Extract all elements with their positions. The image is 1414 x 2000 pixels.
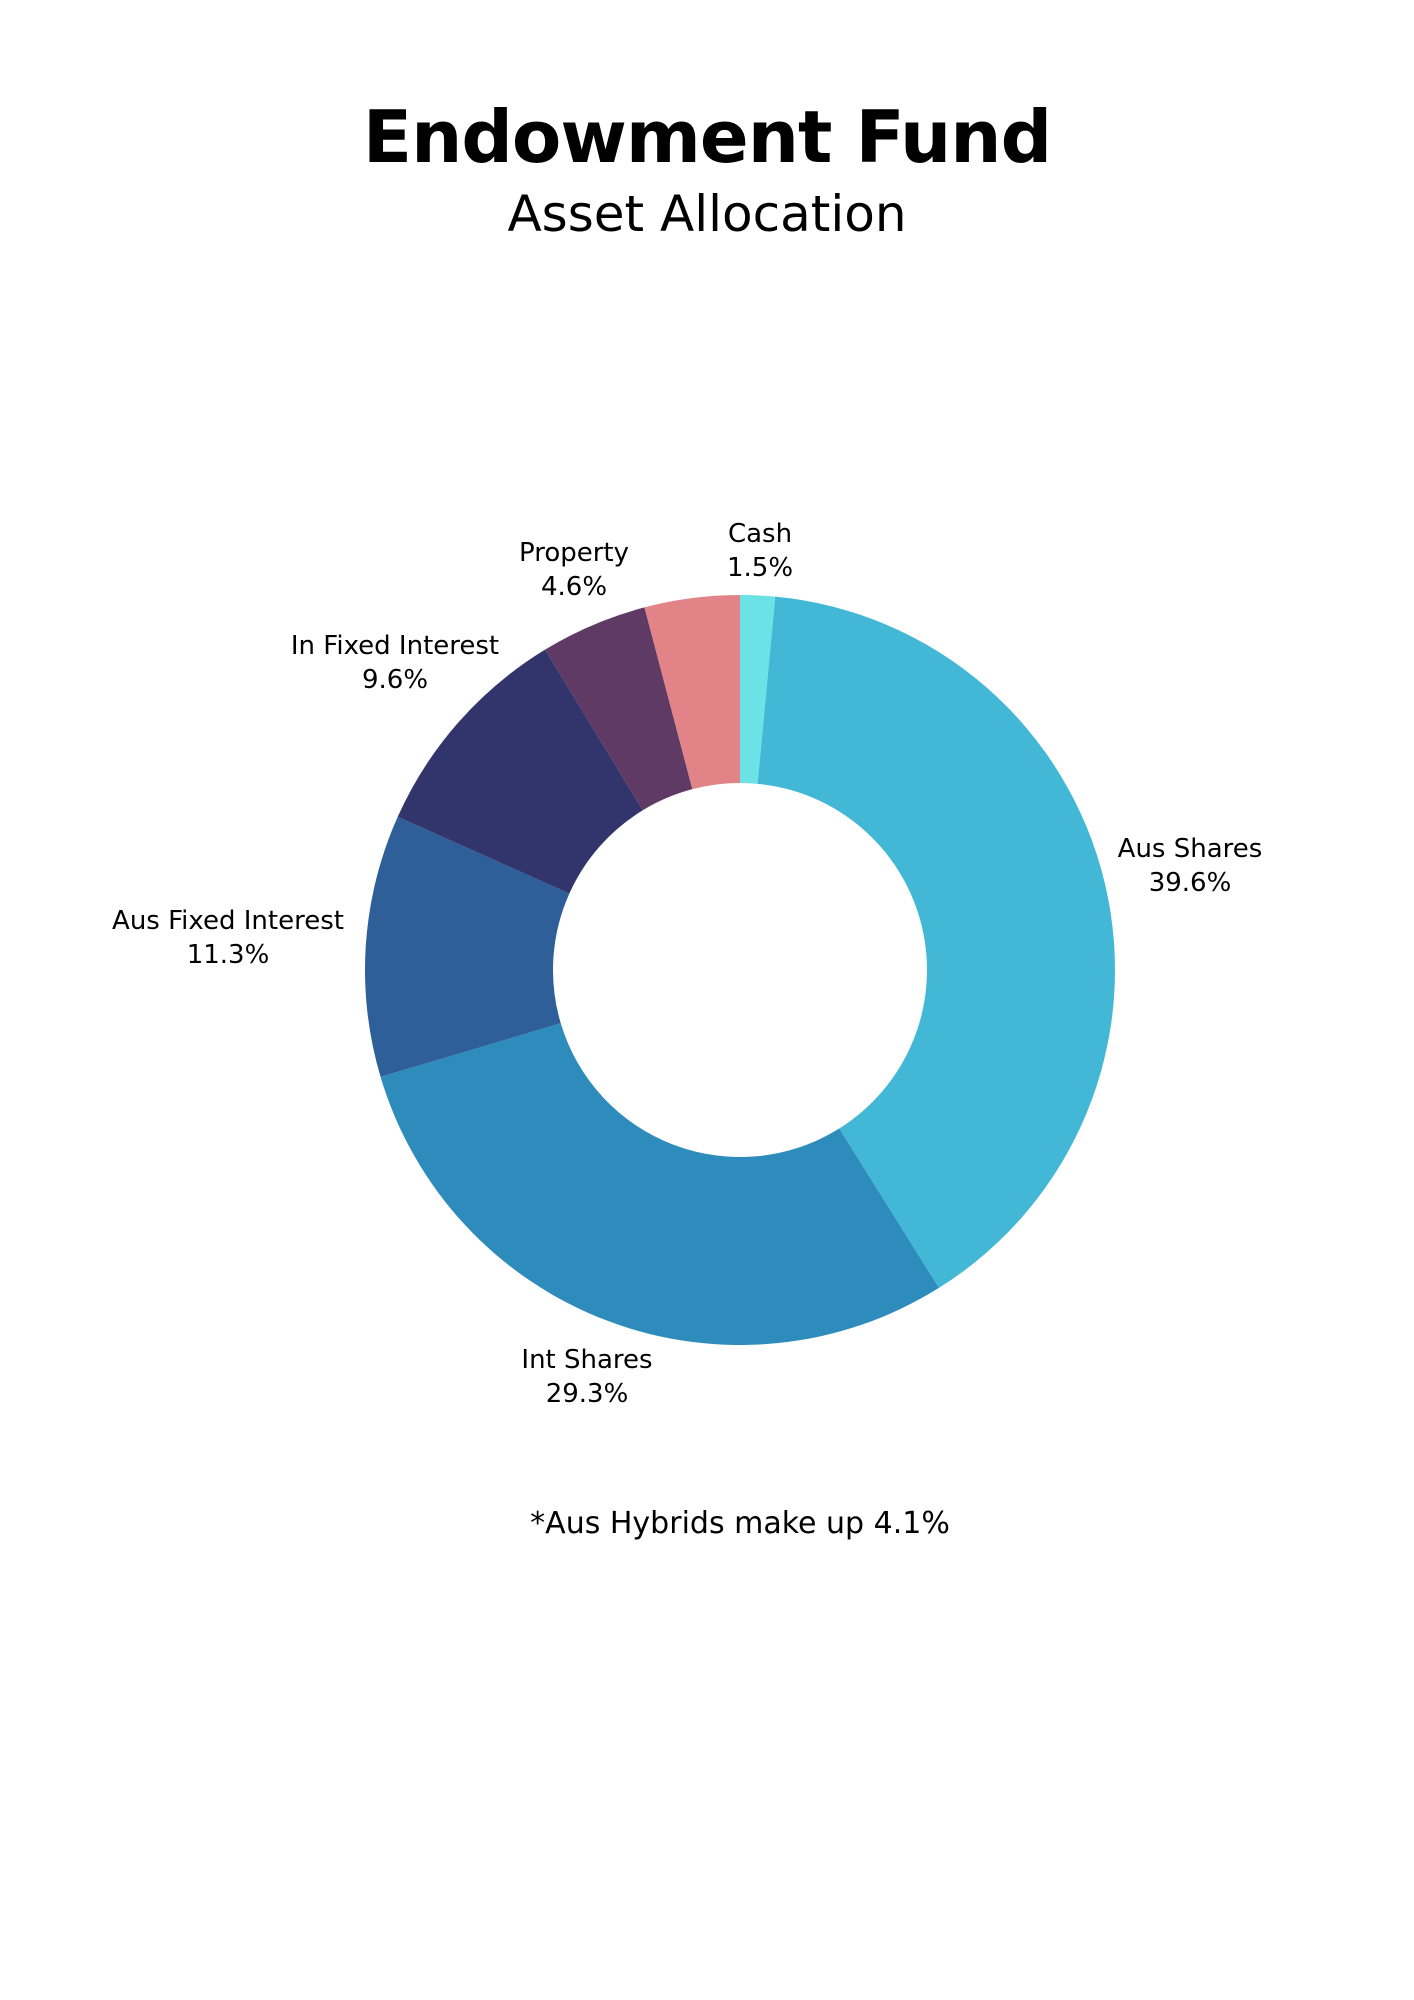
slice-aus-shares bbox=[757, 596, 1116, 1288]
slice-value-cash: 1.5% bbox=[727, 553, 793, 583]
slice-value-int-shares: 29.3% bbox=[546, 1379, 629, 1409]
slice-value-in-fixed-interest: 9.6% bbox=[362, 665, 428, 695]
chart-subtitle: Asset Allocation bbox=[507, 185, 907, 243]
slice-in-fixed-interest bbox=[397, 649, 643, 894]
donut-slices bbox=[365, 595, 1116, 1345]
slice-value-aus-shares: 39.6% bbox=[1149, 868, 1232, 898]
slice-label-aus-fixed-interest: Aus Fixed Interest bbox=[112, 906, 344, 936]
slice-label-int-shares: Int Shares bbox=[521, 1345, 652, 1375]
slice-label-cash: Cash bbox=[728, 519, 792, 549]
slice-labels: Cash 1.5% Aus Shares 39.6% Int Shares 29.3% Au… bbox=[112, 519, 1262, 1409]
slice-label-in-fixed-interest: In Fixed Interest bbox=[291, 631, 499, 661]
slice-aus-fixed-interest bbox=[365, 816, 570, 1077]
slice-aus-hybrids bbox=[644, 595, 740, 790]
slice-int-shares bbox=[380, 1023, 939, 1345]
slice-label-aus-shares: Aus Shares bbox=[1118, 834, 1263, 864]
footnote: *Aus Hybrids make up 4.1% bbox=[530, 1506, 950, 1541]
slice-value-property: 4.6% bbox=[541, 572, 607, 602]
slice-value-aus-fixed-interest: 11.3% bbox=[187, 940, 270, 970]
slice-property bbox=[545, 607, 693, 811]
slice-cash bbox=[740, 595, 776, 784]
slice-label-property: Property bbox=[519, 538, 629, 568]
chart-title: Endowment Fund bbox=[362, 95, 1052, 179]
